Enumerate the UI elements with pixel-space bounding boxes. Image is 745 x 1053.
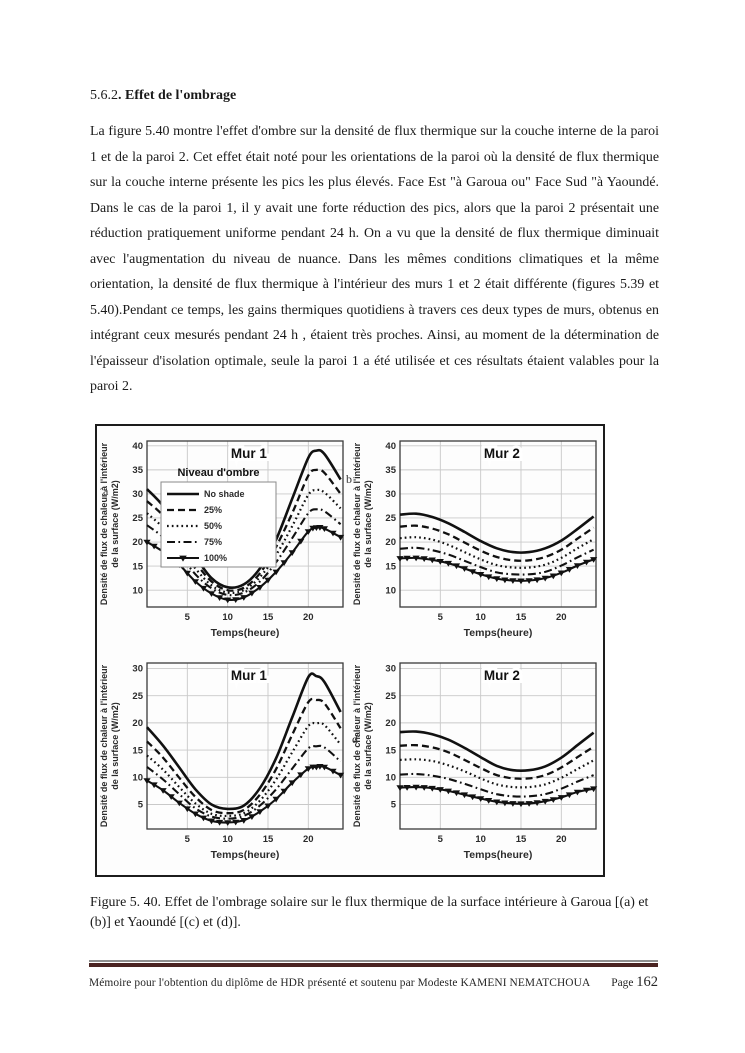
svg-text:Temps(heure): Temps(heure) [464,849,533,861]
svg-text:30: 30 [385,489,396,500]
svg-text:15: 15 [385,745,396,756]
svg-text:de la surface (W/m2): de la surface (W/m2) [110,480,120,568]
svg-text:40: 40 [132,441,143,452]
chart-mur2-garoua: 5 10 15 20 10 15 20 25 30 35 40 Temps(heure) Densité… [352,440,598,639]
svg-text:20: 20 [385,718,396,729]
svg-text:20: 20 [132,718,143,729]
page-footer: Mémoire pour l'obtention du diplôme de H… [89,960,658,991]
svg-text:de la surface (W/m2): de la surface (W/m2) [363,702,373,790]
svg-text:50%: 50% [204,521,222,531]
svg-text:20: 20 [556,834,567,845]
svg-text:Densité de flux de chaleur à l: Densité de flux de chaleur à l'intérieur [99,664,109,827]
svg-text:10: 10 [132,772,143,783]
svg-text:20: 20 [556,612,567,623]
svg-text:25%: 25% [204,505,222,515]
svg-text:de la surface (W/m2): de la surface (W/m2) [110,702,120,790]
svg-text:40: 40 [385,441,396,452]
svg-text:Densité de flux de chaleur à l: Densité de flux de chaleur à l'intérieur [352,442,362,605]
section-number: 5.6.2 [90,88,118,103]
svg-text:25: 25 [385,513,396,524]
svg-text:30: 30 [385,664,396,675]
footer-rule-thick [89,963,658,967]
svg-text:Mur 1: Mur 1 [231,446,267,461]
svg-text:10: 10 [222,834,233,845]
svg-text:15: 15 [263,612,274,623]
svg-text:100%: 100% [204,553,227,563]
footer-page-label: Page [611,977,637,989]
figure-5-40: 5 10 15 20 10 15 20 25 30 35 40 Temps(heure) Densité… [95,424,605,877]
svg-text:5: 5 [391,800,397,811]
svg-text:10: 10 [475,612,486,623]
svg-text:Mur 1: Mur 1 [231,668,267,683]
svg-text:5: 5 [438,612,444,623]
svg-text:5: 5 [185,834,191,845]
svg-text:20: 20 [385,537,396,548]
svg-text:Temps(heure): Temps(heure) [464,627,533,639]
svg-text:Niveau d'ombre: Niveau d'ombre [177,467,259,479]
chart-mur2-yaounde: 5 10 15 20 5 10 15 20 25 30 Temps(heure) Densité de… [352,662,598,861]
svg-text:15: 15 [132,561,143,572]
svg-text:25: 25 [132,513,143,524]
panel-letter-b: b [346,472,352,486]
svg-text:Densité de flux de chaleur à l: Densité de flux de chaleur à l'intérieur [352,664,362,827]
svg-text:No shade: No shade [204,489,245,499]
svg-text:5: 5 [138,800,144,811]
svg-text:Mur 2: Mur 2 [484,668,520,683]
svg-text:5: 5 [185,612,191,623]
footer-page-number: 162 [636,974,658,990]
svg-text:30: 30 [132,489,143,500]
svg-text:25: 25 [385,691,396,702]
svg-text:75%: 75% [204,537,222,547]
svg-text:15: 15 [132,745,143,756]
svg-text:35: 35 [132,465,143,476]
svg-text:Temps(heure): Temps(heure) [211,627,280,639]
figure-caption: Figure 5. 40. Effet de l'ombrage solaire… [90,895,649,930]
svg-text:15: 15 [263,834,274,845]
svg-text:Mur 2: Mur 2 [484,446,520,461]
body-paragraph: La figure 5.40 montre l'effet d'ombre su… [90,124,659,395]
section-title: . Effet de l'ombrage [118,88,237,103]
chart-mur1-garoua: 5 10 15 20 10 15 20 25 30 35 40 Temps(heure) Densité… [99,440,345,639]
footer-page: Page 162 [611,974,658,991]
svg-text:5: 5 [438,834,444,845]
svg-text:10: 10 [222,612,233,623]
chart-mur1-yaounde: 5 10 15 20 5 10 15 20 25 30 Temps(heure) Densité de… [99,662,345,861]
svg-text:15: 15 [516,612,527,623]
svg-text:10: 10 [385,585,396,596]
panel-letter-d: d [352,732,358,746]
svg-text:10: 10 [475,834,486,845]
svg-text:25: 25 [132,691,143,702]
svg-text:15: 15 [385,561,396,572]
section-heading: 5.6.2. Effet de l'ombrage [90,88,236,104]
svg-text:20: 20 [303,834,314,845]
svg-text:10: 10 [132,585,143,596]
svg-text:30: 30 [132,664,143,675]
panel-letter-a: a [103,484,109,498]
svg-text:20: 20 [132,537,143,548]
svg-text:Densité de flux de chaleur à l: Densité de flux de chaleur à l'intérieur [99,442,109,605]
svg-text:Temps(heure): Temps(heure) [211,849,280,861]
svg-text:20: 20 [303,612,314,623]
footer-rule-thin [89,960,658,962]
footer-text: Mémoire pour l'obtention du diplôme de H… [89,977,591,989]
svg-text:10: 10 [385,772,396,783]
chart-grid: 5 10 15 20 10 15 20 25 30 35 40 Temps(heure) Densité… [97,426,603,873]
svg-text:15: 15 [516,834,527,845]
svg-text:35: 35 [385,465,396,476]
svg-text:de la surface (W/m2): de la surface (W/m2) [363,480,373,568]
